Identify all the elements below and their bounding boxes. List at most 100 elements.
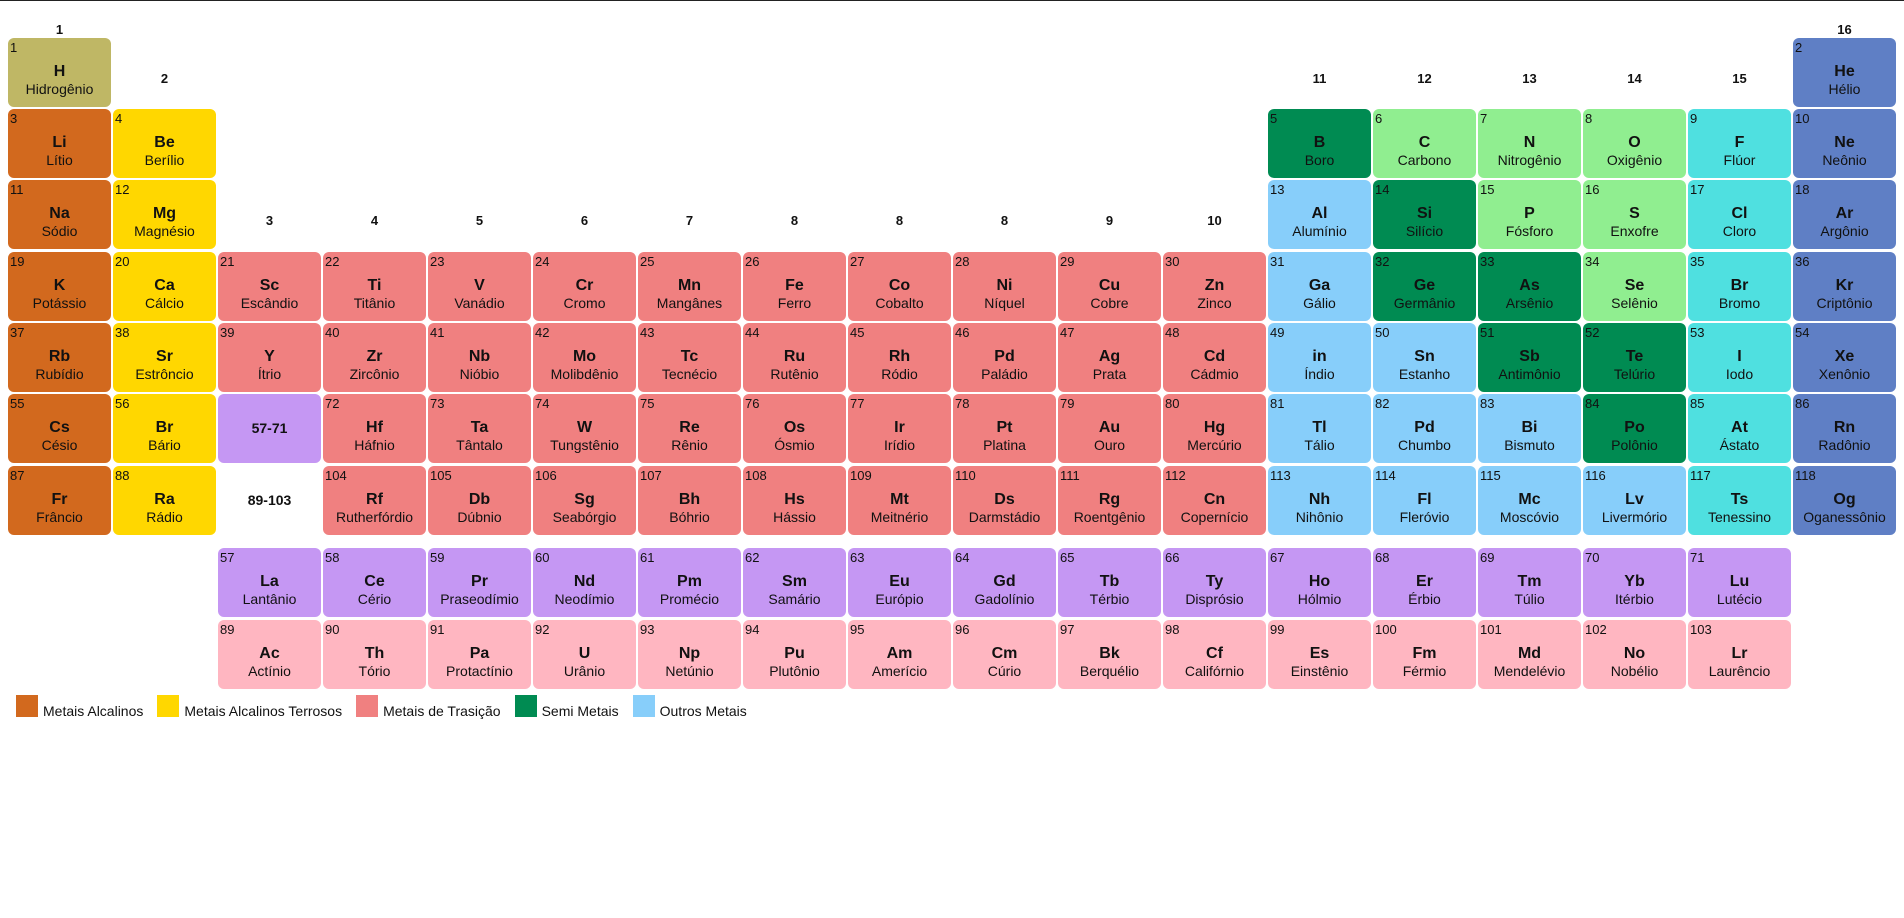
element-cell-nd[interactable]: 60 Nd Neodímio <box>533 548 636 617</box>
element-cell-cr[interactable]: 24 Cr Cromo <box>533 252 636 321</box>
element-cell-as[interactable]: 33 As Arsênio <box>1478 252 1581 321</box>
element-cell-cs[interactable]: 55 Cs Césio <box>8 394 111 463</box>
element-cell-h[interactable]: 1 H Hidrogênio <box>8 38 111 107</box>
element-cell-al[interactable]: 13 Al Alumínio <box>1268 180 1371 249</box>
element-cell-s[interactable]: 16 S Enxofre <box>1583 180 1686 249</box>
element-cell-fe[interactable]: 26 Fe Ferro <box>743 252 846 321</box>
element-cell-mo[interactable]: 42 Mo Molibdênio <box>533 323 636 392</box>
element-cell-cu[interactable]: 29 Cu Cobre <box>1058 252 1161 321</box>
element-cell-bk[interactable]: 97 Bk Berquélio <box>1058 620 1161 689</box>
element-cell-mn[interactable]: 25 Mn Mangânes <box>638 252 741 321</box>
element-cell-ca[interactable]: 20 Ca Cálcio <box>113 252 216 321</box>
element-cell-tl[interactable]: 81 Tl Tálio <box>1268 394 1371 463</box>
element-cell-be[interactable]: 4 Be Berílio <box>113 109 216 178</box>
element-cell-sc[interactable]: 21 Sc Escândio <box>218 252 321 321</box>
element-cell-bi[interactable]: 83 Bi Bismuto <box>1478 394 1581 463</box>
element-cell-ge[interactable]: 32 Ge Germânio <box>1373 252 1476 321</box>
element-cell-lr[interactable]: 103 Lr Laurêncio <box>1688 620 1791 689</box>
element-cell-sn[interactable]: 50 Sn Estanho <box>1373 323 1476 392</box>
element-cell-rg[interactable]: 111 Rg Roentgênio <box>1058 466 1161 535</box>
element-cell-hf[interactable]: 72 Hf Háfnio <box>323 394 426 463</box>
element-cell-n[interactable]: 7 N Nitrogênio <box>1478 109 1581 178</box>
element-cell-hs[interactable]: 108 Hs Hássio <box>743 466 846 535</box>
element-cell-pu[interactable]: 94 Pu Plutônio <box>743 620 846 689</box>
element-cell-cl[interactable]: 17 Cl Cloro <box>1688 180 1791 249</box>
actinide-series-placeholder[interactable]: 89-103 <box>218 466 321 535</box>
element-cell-br[interactable]: 35 Br Bromo <box>1688 252 1791 321</box>
element-cell-y[interactable]: 39 Y Ítrio <box>218 323 321 392</box>
element-cell-pr[interactable]: 59 Pr Praseodímio <box>428 548 531 617</box>
element-cell-nb[interactable]: 41 Nb Nióbio <box>428 323 531 392</box>
element-cell-si[interactable]: 14 Si Silício <box>1373 180 1476 249</box>
element-cell-og[interactable]: 118 Og Oganessônio <box>1793 466 1896 535</box>
element-cell-la[interactable]: 57 La Lantânio <box>218 548 321 617</box>
element-cell-sg[interactable]: 106 Sg Seabórgio <box>533 466 636 535</box>
element-cell-fm[interactable]: 100 Fm Férmio <box>1373 620 1476 689</box>
element-cell-au[interactable]: 79 Au Ouro <box>1058 394 1161 463</box>
element-cell-os[interactable]: 76 Os Ósmio <box>743 394 846 463</box>
element-cell-sr[interactable]: 38 Sr Estrôncio <box>113 323 216 392</box>
element-cell-mg[interactable]: 12 Mg Magnésio <box>113 180 216 249</box>
element-cell-ac[interactable]: 89 Ac Actínio <box>218 620 321 689</box>
element-cell-md[interactable]: 101 Md Mendelévio <box>1478 620 1581 689</box>
element-cell-i[interactable]: 53 I Iodo <box>1688 323 1791 392</box>
element-cell-tb[interactable]: 65 Tb Térbio <box>1058 548 1161 617</box>
element-cell-ty[interactable]: 66 Ty Disprósio <box>1163 548 1266 617</box>
element-cell-rf[interactable]: 104 Rf Rutherfórdio <box>323 466 426 535</box>
element-cell-mc[interactable]: 115 Mc Moscóvio <box>1478 466 1581 535</box>
element-cell-rn[interactable]: 86 Rn Radônio <box>1793 394 1896 463</box>
element-cell-co[interactable]: 27 Co Cobalto <box>848 252 951 321</box>
element-cell-ho[interactable]: 67 Ho Hólmio <box>1268 548 1371 617</box>
element-cell-te[interactable]: 52 Te Telúrio <box>1583 323 1686 392</box>
element-cell-ds[interactable]: 110 Ds Darmstádio <box>953 466 1056 535</box>
element-cell-bh[interactable]: 107 Bh Bóhrio <box>638 466 741 535</box>
element-cell-db[interactable]: 105 Db Dúbnio <box>428 466 531 535</box>
element-cell-fl[interactable]: 114 Fl Fleróvio <box>1373 466 1476 535</box>
element-cell-k[interactable]: 19 K Potássio <box>8 252 111 321</box>
element-cell-ar[interactable]: 18 Ar Argônio <box>1793 180 1896 249</box>
element-cell-ra[interactable]: 88 Ra Rádio <box>113 466 216 535</box>
element-cell-nh[interactable]: 113 Nh Nihônio <box>1268 466 1371 535</box>
element-cell-cf[interactable]: 98 Cf Califórnio <box>1163 620 1266 689</box>
element-cell-b[interactable]: 5 B Boro <box>1268 109 1371 178</box>
element-cell-xe[interactable]: 54 Xe Xenônio <box>1793 323 1896 392</box>
element-cell-yb[interactable]: 70 Yb Itérbio <box>1583 548 1686 617</box>
element-cell-v[interactable]: 23 V Vanádio <box>428 252 531 321</box>
element-cell-o[interactable]: 8 O Oxigênio <box>1583 109 1686 178</box>
element-cell-hg[interactable]: 80 Hg Mercúrio <box>1163 394 1266 463</box>
element-cell-mt[interactable]: 109 Mt Meitnério <box>848 466 951 535</box>
element-cell-rb[interactable]: 37 Rb Rubídio <box>8 323 111 392</box>
element-cell-es[interactable]: 99 Es Einstênio <box>1268 620 1371 689</box>
element-cell-no[interactable]: 102 No Nobélio <box>1583 620 1686 689</box>
element-cell-sm[interactable]: 62 Sm Samário <box>743 548 846 617</box>
element-cell-th[interactable]: 90 Th Tório <box>323 620 426 689</box>
element-cell-er[interactable]: 68 Er Érbio <box>1373 548 1476 617</box>
element-cell-w[interactable]: 74 W Tungstênio <box>533 394 636 463</box>
element-cell-se[interactable]: 34 Se Selênio <box>1583 252 1686 321</box>
element-cell-ga[interactable]: 31 Ga Gálio <box>1268 252 1371 321</box>
element-cell-tm[interactable]: 69 Tm Túlio <box>1478 548 1581 617</box>
element-cell-pm[interactable]: 61 Pm Promécio <box>638 548 741 617</box>
element-cell-at[interactable]: 85 At Ástato <box>1688 394 1791 463</box>
element-cell-po[interactable]: 84 Po Polônio <box>1583 394 1686 463</box>
element-cell-f[interactable]: 9 F Flúor <box>1688 109 1791 178</box>
element-cell-ru[interactable]: 44 Ru Rutênio <box>743 323 846 392</box>
element-cell-cn[interactable]: 112 Cn Copernício <box>1163 466 1266 535</box>
element-cell-br[interactable]: 56 Br Bário <box>113 394 216 463</box>
element-cell-ir[interactable]: 77 Ir Irídio <box>848 394 951 463</box>
element-cell-c[interactable]: 6 C Carbono <box>1373 109 1476 178</box>
element-cell-li[interactable]: 3 Li Lítio <box>8 109 111 178</box>
element-cell-eu[interactable]: 63 Eu Európio <box>848 548 951 617</box>
element-cell-ti[interactable]: 22 Ti Titânio <box>323 252 426 321</box>
element-cell-zr[interactable]: 40 Zr Zircônio <box>323 323 426 392</box>
element-cell-kr[interactable]: 36 Kr Criptônio <box>1793 252 1896 321</box>
element-cell-gd[interactable]: 64 Gd Gadolínio <box>953 548 1056 617</box>
element-cell-zn[interactable]: 30 Zn Zinco <box>1163 252 1266 321</box>
element-cell-na[interactable]: 11 Na Sódio <box>8 180 111 249</box>
element-cell-sb[interactable]: 51 Sb Antimônio <box>1478 323 1581 392</box>
element-cell-he[interactable]: 2 He Hélio <box>1793 38 1896 107</box>
element-cell-ce[interactable]: 58 Ce Cério <box>323 548 426 617</box>
element-cell-ne[interactable]: 10 Ne Neônio <box>1793 109 1896 178</box>
element-cell-fr[interactable]: 87 Fr Frâncio <box>8 466 111 535</box>
element-cell-cd[interactable]: 48 Cd Cádmio <box>1163 323 1266 392</box>
